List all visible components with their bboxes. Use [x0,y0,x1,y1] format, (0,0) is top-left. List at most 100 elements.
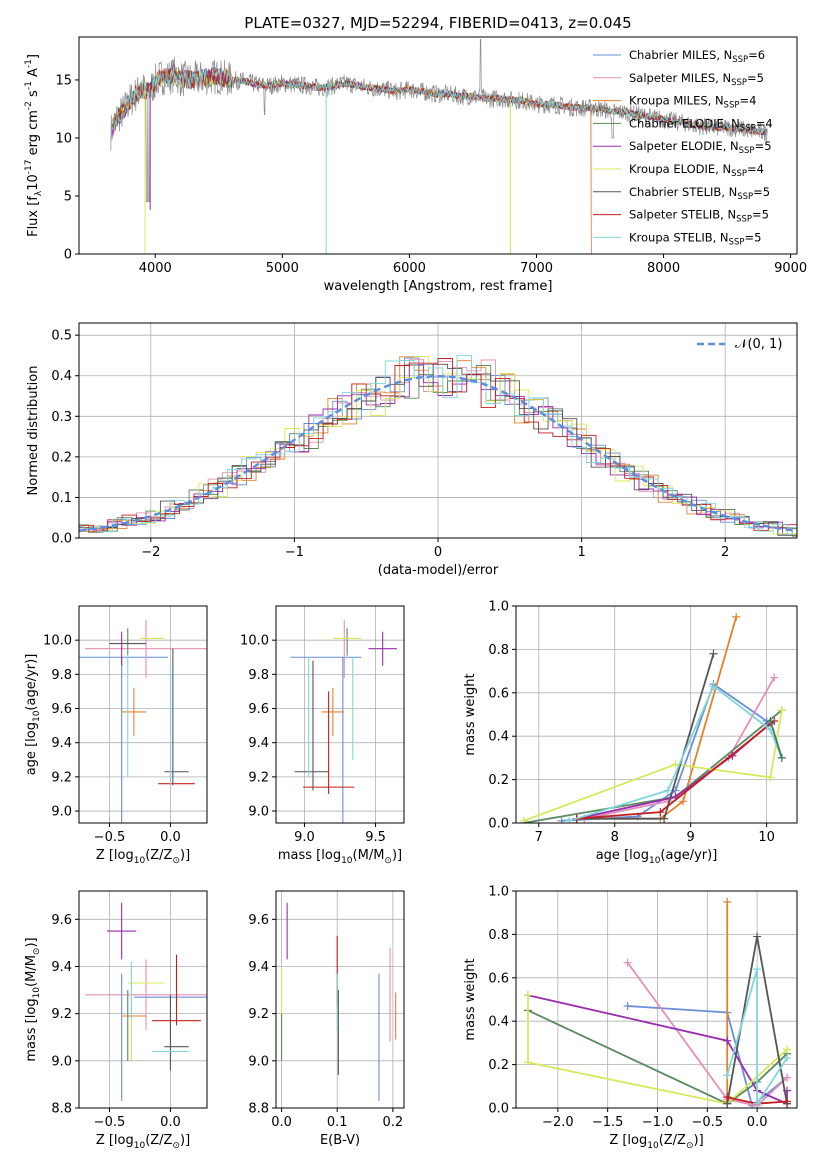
y-tick-label: 5 [64,189,72,204]
legend-label: Kroupa MILES, NSSP=4 [629,94,756,111]
y-axis-label: age [log10(age/yr)] [24,654,42,776]
residual-histogram-panel: −2 −1 0 1 2 0.0 0.1 0.2 0.3 0.4 0.5 (data-model)/er… [26,322,798,578]
x-tick-label: −2.0 [542,1115,574,1130]
y-tick-label: 0.0 [51,532,72,547]
y-axis-label-part: 10 [32,710,42,722]
x-axis-label: (data-model)/error [378,563,499,578]
x-axis-label-part: 10 [649,856,661,866]
y-tick-label: 9.0 [51,805,72,820]
x-tick-label: −2 [141,545,160,560]
legend-label-sub: SSP [724,101,740,111]
y-tick-label: 0.8 [488,643,509,658]
x-axis-label: E(B-V) [320,1133,360,1148]
x-tick-label: 0.0 [271,1115,292,1130]
x-tick-label: 0.2 [383,1115,404,1130]
x-axis-label-part: 10 [647,1141,659,1151]
histogram-steps [79,355,797,537]
legend-label-name: Chabrier ELODIE, N [629,116,740,130]
weight-marker [709,649,718,658]
y-axis-label-part: (M/M [24,955,39,987]
x-axis-label: mass [log10(M/M⊙)] [278,848,402,866]
weight-series-line [576,720,775,820]
x-tick-label: −0.5 [692,1115,724,1130]
y-axis-label-part: s [26,90,41,101]
weight-marker [723,1071,732,1080]
legend-label: Kroupa STELIB, NSSP=5 [629,230,761,247]
y-axis-label-part: Flux [f [26,196,41,237]
x-tick-label: 9.0 [294,830,315,845]
x-tick-label: 8000 [647,261,680,276]
x-axis-label-part: wavelength [Angstrom, rest frame] [324,279,553,294]
y-tick-label: 0.0 [488,1102,509,1117]
x-tick-label: 0.0 [160,1115,181,1130]
y-tick-label: 9.4 [51,736,72,751]
y-tick-label: 0 [64,248,72,263]
x-tick-label: 7 [535,830,543,845]
mass-age-panel: 9.0 9.5 9.0 9.2 9.4 9.6 9.8 10.0 mass [log10(M/M… [240,605,405,866]
y-axis-label: Flux [fλ10-17 erg cm-2 s-1 A-1] [24,54,44,237]
x-axis-label-part: 10 [134,856,146,866]
metallicity-mass-panel: −0.5 0.08.89.09.29.49.6Z [log10(Z/Z⊙)]mas… [24,890,208,1151]
y-tick-label: 0.4 [51,369,72,384]
x-axis-label-part: )] [180,1133,190,1148]
x-axis-label-part: 10 [341,856,353,866]
metallicity-weight-panel: −2.0 −1.5 −1.0 −0.5 0.0 0.0 0.2 0.4 0.6 0.8 1.0 Z [… [463,885,798,1151]
y-tick-label: 9.0 [51,1054,72,1069]
weight-marker [557,816,566,823]
x-axis-label-part: ⊙ [686,1141,694,1151]
model-spectrum-line [113,65,768,136]
y-tick-label: 9.4 [51,960,72,975]
x-axis-label-part: Z [log [609,1133,647,1148]
weight-marker [656,808,665,817]
weight-marker [723,897,732,906]
x-axis-label-part: Z [log [96,848,134,863]
y-tick-label: 9.2 [51,1007,72,1022]
legend-label-value: =5 [753,185,770,199]
axes-frame [515,605,798,824]
x-axis-label-part: (Z/Z [659,1133,686,1148]
x-axis-label: Z [log10(Z/Z⊙)] [96,848,190,866]
x-axis-label-part: (M/M [353,848,385,863]
x-tick-label: 2 [721,545,729,560]
legend-label-name: Chabrier MILES, N [629,48,732,62]
histogram-series-line [79,358,797,534]
legend-label-value: =5 [744,230,761,244]
x-axis-label: Z [log10(Z/Z⊙)] [96,1133,190,1151]
legend-label-value: =5 [747,71,764,85]
weight-marker [783,1097,792,1106]
y-axis-label: mass weight [463,958,478,1040]
spectrum-traces [110,38,768,254]
x-tick-label: 7000 [520,261,553,276]
y-tick-label: 9.2 [51,770,72,785]
x-axis-label-part: Z [log [96,1133,134,1148]
x-tick-label: −1.5 [592,1115,624,1130]
y-tick-label: 10.0 [43,634,72,649]
y-tick-label: 9.8 [51,668,72,683]
x-axis-label: Z [log10(Z/Z⊙)] [609,1133,703,1151]
weight-marker [671,760,680,769]
weight-marker [753,932,762,941]
x-axis-label-part: 10 [134,1141,146,1151]
x-tick-label: 6000 [393,261,426,276]
axes-frame [78,605,208,824]
weight-series-line [576,722,771,820]
x-tick-label: −0.5 [94,830,126,845]
weight-series-line [769,720,783,759]
legend-label-name: Salpeter MILES, N [629,71,731,85]
y-tick-label: 0.6 [488,971,509,986]
weight-marker [766,773,775,782]
y-tick-label: 0.1 [51,491,72,506]
x-tick-label: 9.5 [365,830,386,845]
weight-series-line [726,968,788,1107]
y-axis-label: mass weight [463,673,478,755]
x-tick-label: 10 [758,830,775,845]
legend-label: Chabrier MILES, NSSP=6 [629,48,765,65]
y-tick-label: 9.0 [248,805,269,820]
y-tick-label: 10 [55,131,72,146]
y-axis-label-part: age [log [24,722,39,775]
legend-label: Kroupa ELODIE, NSSP=4 [629,162,764,179]
x-axis-label-part: (age/yr)] [660,848,717,863]
x-axis-label-part: (data-model)/error [378,563,499,578]
y-tick-label: 8.8 [51,1102,72,1117]
